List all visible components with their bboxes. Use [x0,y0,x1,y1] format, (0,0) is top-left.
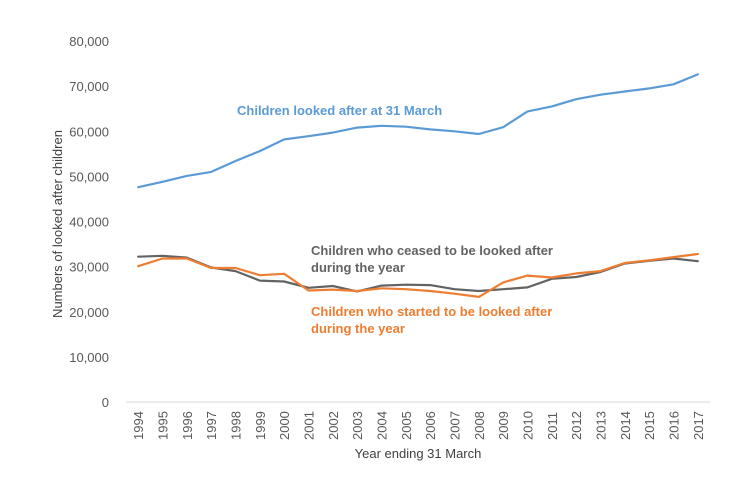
x-tick-label: 2009 [496,411,511,440]
x-tick-label: 2017 [691,411,706,440]
x-tick-label: 2007 [448,411,463,440]
x-tick-label: 1995 [156,411,171,440]
y-tick-label: 70,000 [69,79,109,94]
x-tick-label: 2004 [375,411,390,440]
series-line [137,254,699,293]
y-tick-label: 40,000 [69,215,109,230]
x-tick-label: 1997 [204,411,219,440]
x-tick-label: 1996 [180,411,195,440]
y-tick-label: 50,000 [69,169,109,184]
x-tick-label: 2000 [277,411,292,440]
series-label: Children looked after at 31 March [237,103,442,118]
y-tick-label: 0 [102,395,109,410]
x-tick-labels: 1994 1995 1996 1997 1998 1999 2000 2001 2002 2003… [131,411,706,440]
series-label: Children who ceased to be looked after [311,243,553,258]
series-label: Children who started to be looked after [311,304,552,319]
x-tick-label: 2010 [521,411,536,440]
x-tick-label: 2006 [423,411,438,440]
x-axis-title: Year ending 31 March [355,446,482,461]
y-tick-label: 80,000 [69,34,109,49]
series-line [137,252,699,298]
x-tick-label: 2015 [642,411,657,440]
x-tick-label: 2012 [569,411,584,440]
y-axis-title: Numbers of looked after children [50,130,65,318]
y-tick-label: 20,000 [69,305,109,320]
x-tick-label: 2001 [302,411,317,440]
y-tick-label: 60,000 [69,124,109,139]
y-tick-label: 30,000 [69,260,109,275]
x-tick-label: 2011 [545,412,560,440]
series-label: during the year [311,260,405,275]
series-line [137,73,699,189]
x-tick-label: 1994 [131,411,146,440]
series-lines [137,73,699,298]
x-tick-label: 2002 [326,411,341,440]
y-tick-labels: 0 10,000 20,000 30,000 40,000 50,000 60,000 70,… [69,34,109,410]
series-labels: Children looked after at 31 March Childre… [237,103,553,336]
x-tick-label: 2016 [667,411,682,440]
x-tick-label: 2008 [472,411,487,440]
x-tick-label: 2014 [618,411,633,440]
x-tick-label: 2005 [399,411,414,440]
series-label: during the year [311,321,405,336]
x-tick-label: 1998 [229,411,244,440]
y-tick-label: 10,000 [69,350,109,365]
x-tick-label: 1999 [253,411,268,440]
x-tick-label: 2013 [594,411,609,440]
x-tick-label: 2003 [350,411,365,440]
